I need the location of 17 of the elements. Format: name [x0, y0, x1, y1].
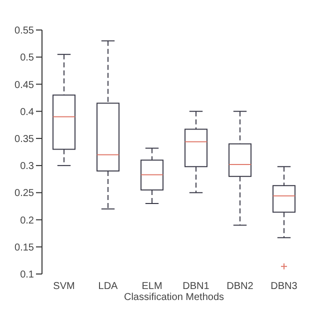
y-tick-label: 0.3: [20, 161, 34, 172]
x-tick-label: ELM: [142, 281, 162, 292]
y-tick-label: 0.45: [14, 80, 34, 91]
x-tick-label: SVM: [53, 281, 75, 292]
y-tick-label: 0.15: [14, 242, 34, 254]
y-tick-label: 0.4: [20, 106, 34, 118]
y-tick-label: 0.55: [14, 26, 34, 37]
y-tick-label: 0.35: [14, 134, 34, 145]
y-tick-label: 0.1: [20, 270, 34, 281]
y-tick-label: 0.2: [20, 215, 34, 226]
y-tick-label: 0.25: [14, 188, 34, 200]
y-tick-label: 0.5: [20, 52, 34, 64]
x-axis-title: Classification Methods: [124, 292, 224, 303]
x-tick-label: DBN1: [182, 281, 210, 292]
x-tick-label: DBN3: [270, 281, 298, 292]
x-tick-label: LDA: [98, 281, 118, 292]
x-tick-label: DBN2: [226, 281, 254, 292]
